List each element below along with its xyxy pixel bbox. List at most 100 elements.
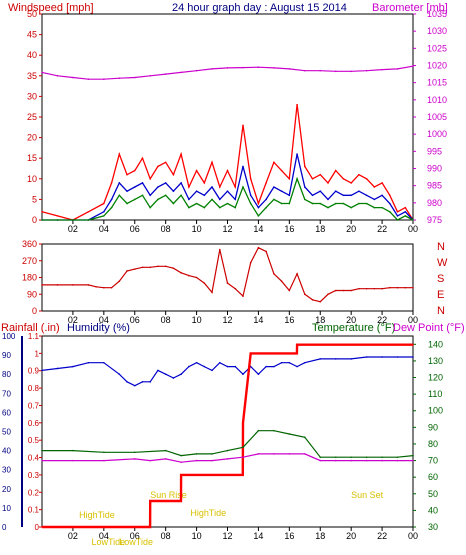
series-dew-point-point xyxy=(257,453,260,455)
series-windspeed-gust-point xyxy=(41,210,43,213)
series-windspeed-avg-point xyxy=(249,194,252,197)
series-windspeed-gust-point xyxy=(126,173,128,176)
annotation-label: HighTide xyxy=(190,508,226,518)
series-barometer-point xyxy=(72,76,74,79)
series-humidity-point xyxy=(203,365,206,368)
series-dew-point-point xyxy=(319,459,322,462)
series-barometer-point xyxy=(211,68,213,70)
series-barometer-point xyxy=(303,69,306,72)
series-windspeed-low-point xyxy=(327,206,329,209)
wind-x-tick-label: 12 xyxy=(222,224,232,234)
dir-x-tick-label: 12 xyxy=(222,315,232,325)
humidity-y-tick-label: 50 xyxy=(2,428,11,437)
series-wind-direction-point xyxy=(126,270,128,272)
series-windspeed-gust-point xyxy=(273,161,275,164)
dir-y-tick-label: 360 xyxy=(22,239,37,249)
series-wind-direction-point xyxy=(149,266,152,269)
series-windspeed-avg-point xyxy=(118,182,121,184)
series-windspeed-avg-point xyxy=(319,190,322,192)
series-humidity-point xyxy=(164,373,167,376)
wind-x-tick-label: 16 xyxy=(284,224,294,234)
series-wind-direction-point xyxy=(133,268,136,270)
dir-y-tick-label: 180 xyxy=(22,273,37,283)
series-dew-point-point xyxy=(133,458,136,460)
humidity-y-tick-label: 0 xyxy=(2,523,7,532)
series-wind-direction-point xyxy=(211,291,213,294)
humidity-y-tick-label: 80 xyxy=(2,370,11,379)
baro-y-tick-label: 1005 xyxy=(427,112,447,122)
dir-x-tick-label: 14 xyxy=(253,315,263,325)
series-windspeed-low-point xyxy=(234,206,237,209)
series-wind-direction-point xyxy=(157,265,159,268)
series-temperature-point xyxy=(303,436,306,439)
series-wind-direction-point xyxy=(365,287,368,290)
series-temperature-point xyxy=(195,453,198,455)
series-wind-direction-point xyxy=(296,272,298,275)
series-dew-point-point xyxy=(381,459,383,462)
dir-x-tick-label: 02 xyxy=(68,315,78,325)
series-windspeed-gust-point xyxy=(226,169,229,172)
direction-label: N xyxy=(437,241,445,253)
series-windspeed-low-point xyxy=(249,202,252,205)
series-windspeed-avg-point xyxy=(373,198,376,201)
series-temperature-point xyxy=(164,449,167,452)
series-wind-direction-point xyxy=(110,286,113,289)
series-windspeed-gust-point xyxy=(257,202,260,205)
series-windspeed-avg-point xyxy=(180,182,182,184)
temp-x-tick-label: 08 xyxy=(161,531,171,541)
series-windspeed-low-point xyxy=(118,194,121,197)
temp-x-tick-label: 22 xyxy=(377,531,387,541)
series-windspeed-avg-point xyxy=(342,194,345,197)
series-windspeed-gust-point xyxy=(389,194,391,197)
series-humidity-point xyxy=(172,377,175,379)
series-wind-direction-point xyxy=(334,289,337,292)
series-windspeed-gust-point xyxy=(118,153,121,155)
dir-y-tick-label: 90 xyxy=(27,289,37,299)
series-wind-direction xyxy=(42,246,413,303)
series-rainfall-point xyxy=(180,500,182,502)
series-dew-point-point xyxy=(365,459,368,462)
series-wind-direction-point xyxy=(288,289,291,292)
series-windspeed-low-point xyxy=(41,219,43,221)
temp-y-tick-label: 50 xyxy=(428,489,438,499)
series-windspeed-low-point xyxy=(319,202,322,205)
dir-y-tick-label: 0 xyxy=(32,306,37,316)
series-wind-direction-point xyxy=(234,287,237,290)
wind-axis-label: Windspeed [mph] xyxy=(8,2,94,14)
series-windspeed-avg-point xyxy=(381,194,383,197)
series-windspeed-gust-point xyxy=(172,173,175,176)
series-windspeed-gust-point xyxy=(280,169,283,172)
humidity-y-tick-label: 30 xyxy=(2,466,11,475)
series-windspeed-gust-point xyxy=(265,182,267,184)
series-windspeed-low-point xyxy=(389,210,391,213)
series-dew-point-point xyxy=(396,459,399,462)
series-temperature-point xyxy=(211,453,213,455)
series-windspeed-low-point xyxy=(288,202,291,205)
series-barometer-point xyxy=(133,76,136,79)
series-temperature-point xyxy=(273,429,275,432)
series-wind-direction-point xyxy=(404,286,407,289)
series-windspeed-avg-point xyxy=(103,210,105,213)
series-wind-direction-point xyxy=(103,286,105,289)
series-windspeed-low-point xyxy=(334,202,337,205)
series-windspeed-low-point xyxy=(373,206,376,209)
annotation-label: LowTide xyxy=(119,537,153,547)
humidity-y-tick-label: 40 xyxy=(2,447,11,456)
series-windspeed-gust-point xyxy=(141,157,144,159)
wind-y-tick-label: 40 xyxy=(27,50,37,60)
series-windspeed-low-point xyxy=(211,198,213,201)
series-dew-point-point xyxy=(350,459,352,462)
series-windspeed-gust-point xyxy=(288,178,291,180)
temp-y-tick-label: 100 xyxy=(428,406,443,416)
series-windspeed-low-point xyxy=(412,219,414,221)
temp-y-tick-label: 40 xyxy=(428,505,438,515)
series-windspeed-low-point xyxy=(218,206,221,209)
series-wind-direction-point xyxy=(226,282,229,284)
rain-y-tick-label: 0.5 xyxy=(28,436,40,445)
temp-y-tick-label: 110 xyxy=(428,389,442,399)
temp-y-tick-label: 70 xyxy=(428,456,438,466)
series-humidity-point xyxy=(87,361,90,364)
dir-y-tick-label: 270 xyxy=(22,256,37,266)
series-windspeed-low-point xyxy=(365,202,368,205)
dir-x-tick-label: 04 xyxy=(99,315,109,325)
